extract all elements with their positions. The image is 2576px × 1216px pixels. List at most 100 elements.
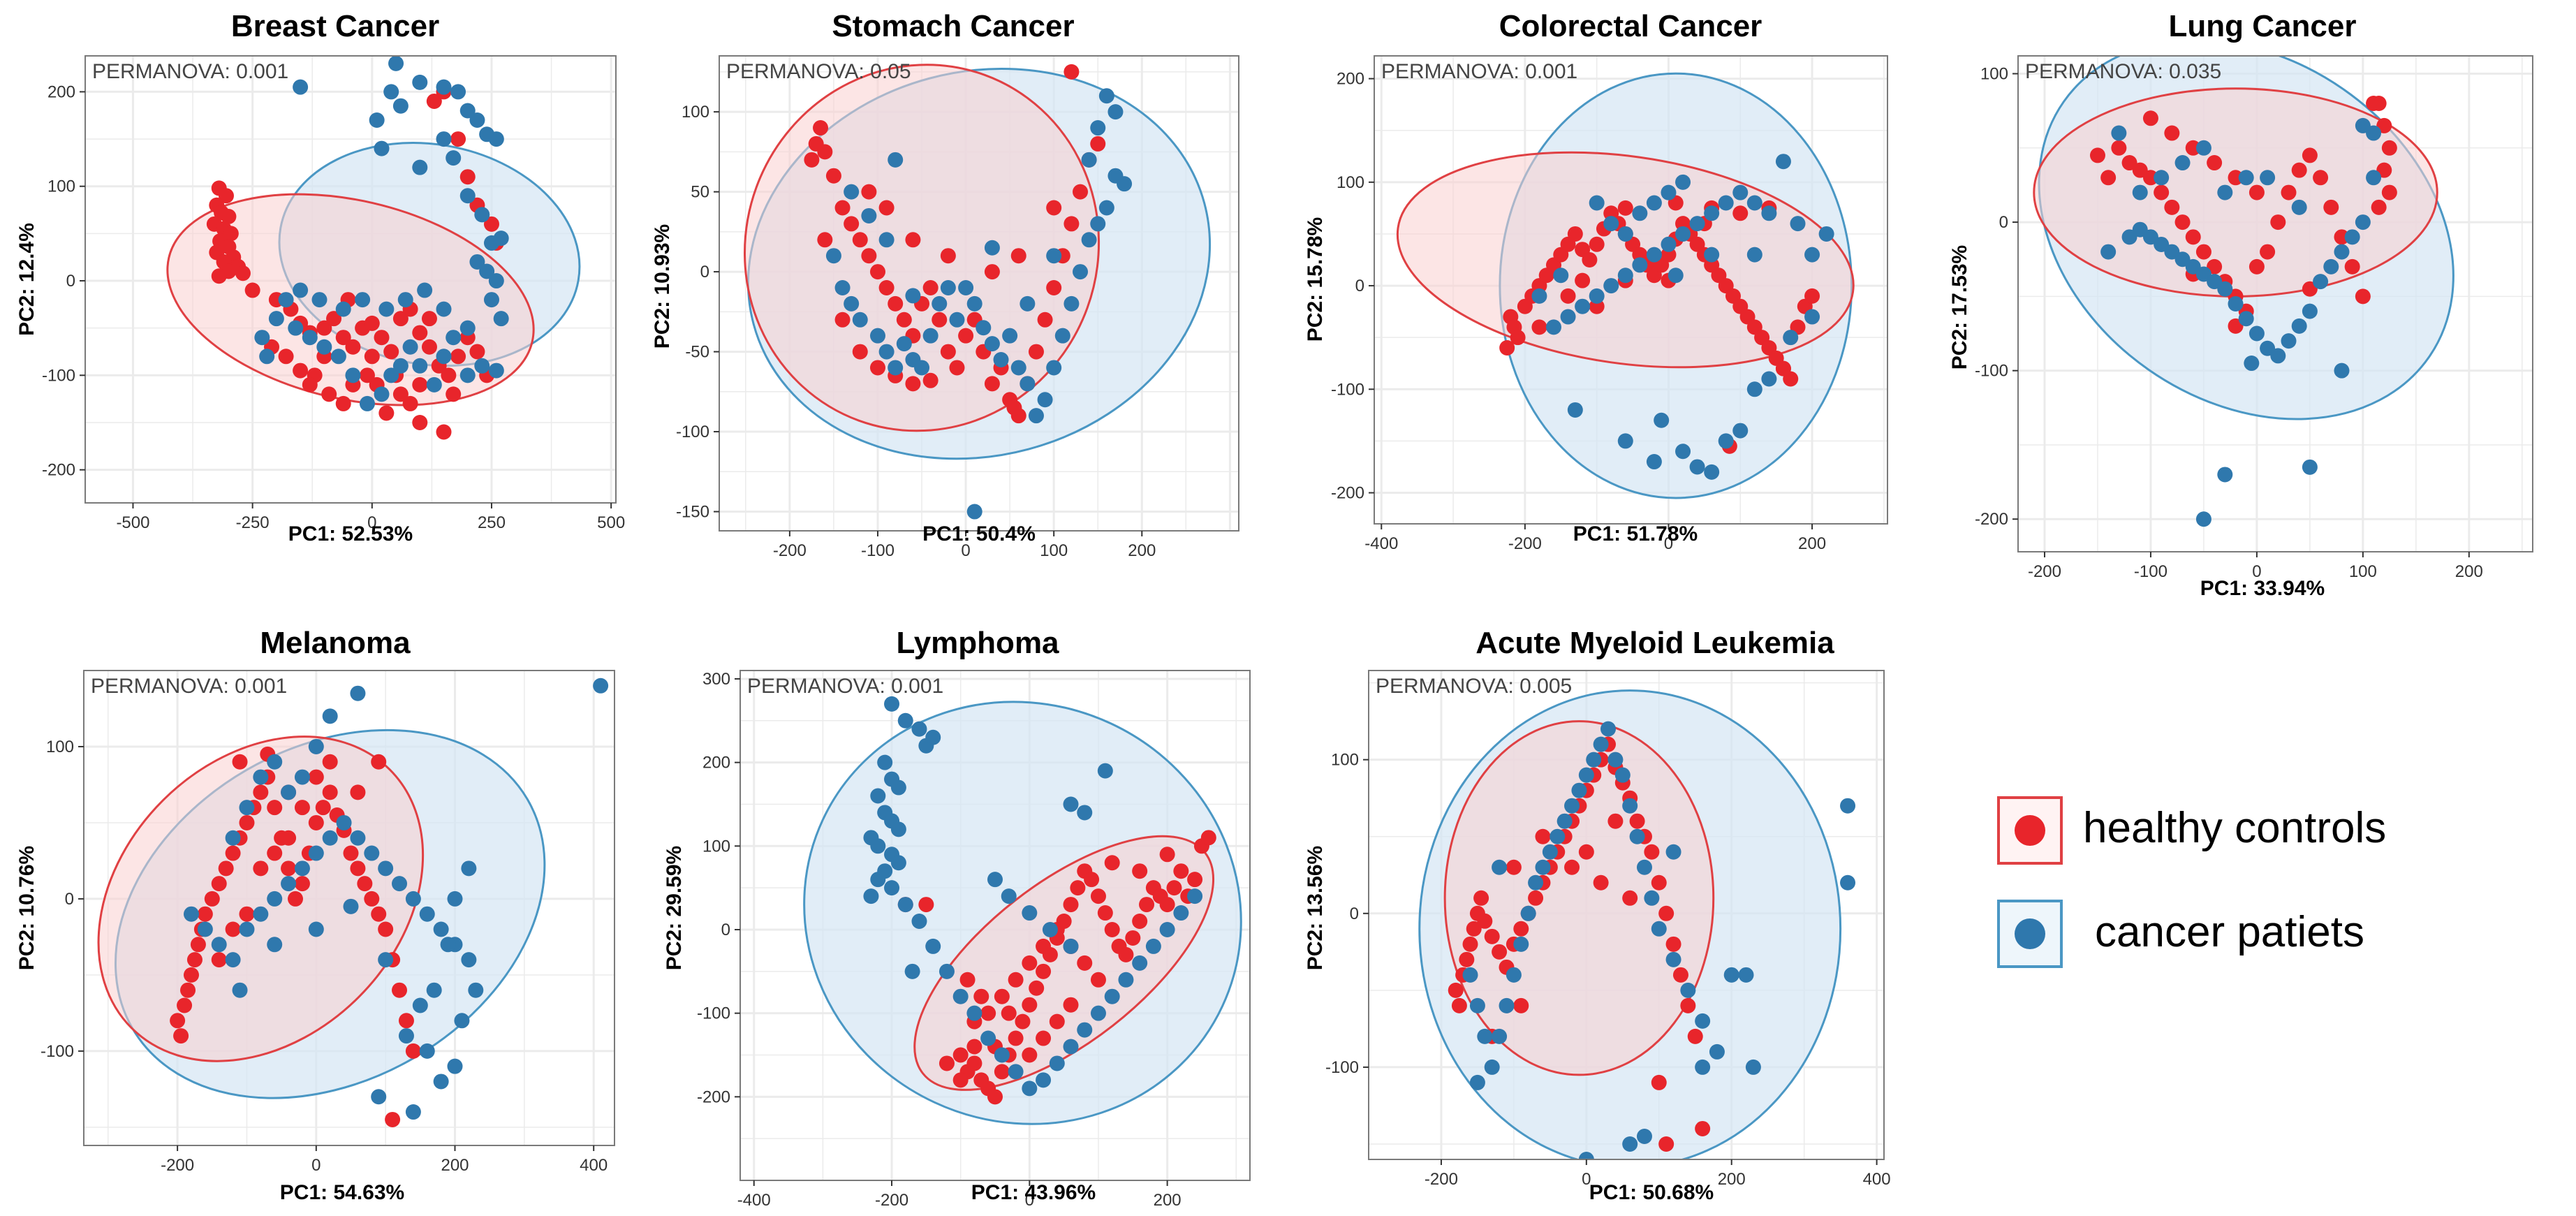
- data-point-cancer: [1709, 1043, 1725, 1060]
- legend-item-cancer: cancer patiets: [1997, 900, 2364, 968]
- data-point-cancer: [1603, 216, 1619, 232]
- data-point-cancer: [1632, 205, 1648, 221]
- data-point-cancer: [1159, 921, 1175, 937]
- plot-frame: [1374, 55, 1888, 525]
- data-point-healthy: [2207, 155, 2223, 171]
- data-point-cancer: [1063, 938, 1079, 954]
- data-point-cancer: [1589, 288, 1605, 304]
- data-point-healthy: [1073, 184, 1089, 200]
- data-point-healthy: [966, 1039, 982, 1055]
- data-point-cancer: [479, 263, 495, 279]
- data-point-healthy: [1132, 914, 1148, 930]
- data-point-cancer: [1545, 319, 1561, 335]
- data-point-cancer: [1632, 257, 1648, 273]
- data-point-cancer: [1002, 328, 1018, 344]
- data-point-healthy: [392, 386, 409, 402]
- data-point-cancer: [405, 891, 421, 907]
- data-point-healthy: [371, 906, 387, 922]
- y-tick-label: 100: [682, 103, 709, 122]
- data-point-cancer: [239, 800, 255, 816]
- data-point-cancer: [436, 131, 452, 147]
- data-point-cancer: [1689, 216, 1705, 232]
- data-point-cancer: [412, 159, 428, 175]
- data-point-cancer: [1528, 874, 1544, 891]
- data-point-healthy: [2089, 147, 2105, 163]
- data-point-cancer: [939, 963, 955, 979]
- data-point-healthy: [239, 814, 255, 830]
- data-point-healthy: [223, 226, 239, 242]
- data-point-healthy: [861, 184, 877, 200]
- series-cancer: [183, 677, 609, 1120]
- data-point-healthy: [2291, 162, 2307, 178]
- data-point-cancer: [1098, 88, 1114, 104]
- data-point-cancer: [322, 830, 338, 846]
- x-tick-label: -250: [236, 513, 270, 532]
- data-point-cancer: [1028, 408, 1044, 424]
- data-point-cancer: [1804, 309, 1820, 325]
- data-point-cancer: [1738, 967, 1754, 983]
- x-tick-label: 0: [2252, 562, 2261, 581]
- data-point-cancer: [1745, 1059, 1761, 1075]
- plot-frame: [739, 670, 1251, 1181]
- data-point-cancer: [417, 282, 433, 298]
- data-point-healthy: [973, 988, 989, 1004]
- y-tick-label: 0: [1999, 213, 2008, 232]
- x-tick-label: 200: [1128, 541, 1156, 560]
- data-point-healthy: [1644, 844, 1660, 860]
- data-point-healthy: [1104, 855, 1120, 871]
- data-point-healthy: [1513, 921, 1529, 937]
- confidence-ellipse-healthy: [1443, 720, 1715, 1076]
- y-tick-label: 200: [702, 754, 730, 772]
- data-point-cancer: [450, 84, 466, 100]
- data-point-cancer: [1513, 936, 1529, 952]
- data-point-healthy: [1473, 890, 1489, 906]
- data-point-healthy: [940, 344, 956, 360]
- x-tick-label: 250: [478, 513, 506, 532]
- data-point-healthy: [321, 386, 337, 402]
- x-tick-label: 0: [367, 513, 376, 532]
- data-point-healthy: [378, 921, 394, 937]
- data-point-cancer: [469, 112, 485, 129]
- data-point-healthy: [2100, 170, 2117, 186]
- data-point-healthy: [1695, 1120, 1711, 1136]
- data-point-cancer: [878, 232, 895, 248]
- data-point-cancer: [374, 386, 390, 402]
- data-point-cancer: [1542, 844, 1558, 860]
- y-tick-label: 200: [1337, 70, 1364, 89]
- data-point-healthy: [1090, 888, 1106, 904]
- plot-frame: [84, 55, 617, 504]
- data-point-cancer: [197, 921, 213, 937]
- data-point-cancer: [397, 292, 413, 308]
- data-point-healthy: [1090, 972, 1106, 988]
- data-point-healthy: [2313, 170, 2329, 186]
- data-point-cancer: [1704, 205, 1720, 221]
- series-cancer: [863, 696, 1203, 1097]
- y-axis-label: PC2: 15.78%: [1304, 217, 1327, 342]
- data-point-cancer: [1675, 444, 1691, 460]
- plot-frame: [83, 670, 615, 1146]
- data-point-healthy: [1658, 905, 1675, 921]
- data-point-cancer: [1723, 967, 1739, 983]
- data-point-healthy: [1037, 312, 1053, 328]
- data-point-cancer: [593, 677, 609, 694]
- data-point-healthy: [2154, 184, 2170, 200]
- data-point-healthy: [1010, 248, 1026, 264]
- data-point-healthy: [186, 952, 203, 968]
- data-point-cancer: [852, 312, 868, 328]
- data-point-healthy: [483, 216, 499, 232]
- data-point-healthy: [1063, 897, 1079, 913]
- data-point-healthy: [1187, 872, 1203, 888]
- data-point-healthy: [1104, 921, 1120, 937]
- data-point-healthy: [278, 349, 294, 365]
- data-point-cancer: [488, 362, 504, 379]
- plot-frame: [719, 55, 1239, 532]
- data-point-healthy: [1159, 897, 1175, 913]
- panel-colorectal-cancer: Colorectal Cancer -400 -200 0 200 -200 -100 0 1…: [1304, 9, 1888, 553]
- series-cancer: [1531, 154, 1834, 480]
- data-point-healthy: [1617, 200, 1633, 216]
- data-point-healthy: [1459, 951, 1475, 967]
- data-point-cancer: [911, 721, 927, 737]
- data-point-cancer: [2302, 459, 2318, 475]
- data-point-cancer: [869, 328, 885, 344]
- data-point-cancer: [322, 708, 338, 724]
